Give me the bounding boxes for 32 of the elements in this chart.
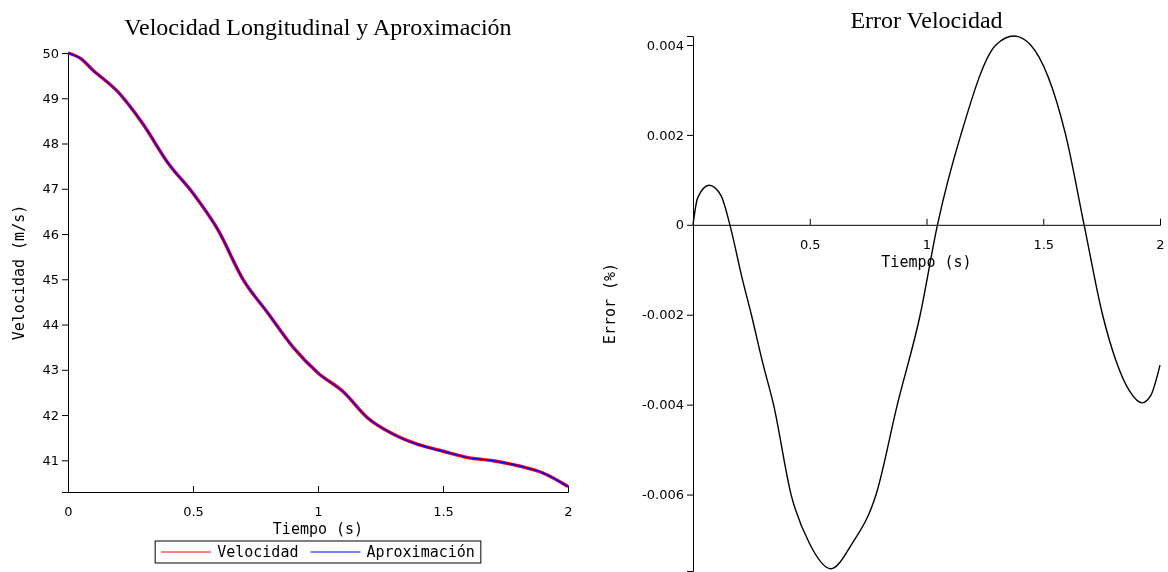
y-tick-label: 43	[42, 362, 59, 378]
y-tick-label: 45	[42, 271, 59, 287]
y-tick-label: 46	[42, 226, 59, 242]
y-tick-label: 0.002	[646, 127, 684, 143]
y-axis-title: Error (%)	[601, 262, 619, 345]
y-tick-label: 47	[42, 181, 59, 197]
chart-title: Velocidad Longitudinal y Aproximación	[124, 14, 512, 40]
y-tick-label: -0.004	[642, 397, 684, 413]
x-tick-label: 1	[922, 236, 932, 252]
y-tick-label: 50	[42, 45, 59, 61]
x-tick-label: 2	[1156, 236, 1165, 252]
y-tick-label: 42	[42, 407, 59, 423]
y-tick-label: 49	[42, 90, 59, 106]
x-tick-label: 1.5	[1033, 236, 1055, 252]
y-tick-label: 0	[675, 217, 684, 233]
legend-label: Velocidad	[217, 543, 299, 561]
legend-label: Aproximación	[366, 543, 475, 561]
y-tick-label: 0.004	[646, 37, 684, 53]
x-tick-label: 0.5	[799, 236, 821, 252]
x-tick-label: 2	[564, 503, 573, 519]
y-tick-label: 48	[42, 136, 59, 152]
x-tick-label: 1	[314, 503, 323, 519]
y-tick-label: -0.002	[642, 307, 684, 323]
x-tick-label: 1.5	[433, 503, 454, 519]
y-tick-label: -0.006	[642, 487, 684, 503]
chart-title: Error Velocidad	[850, 7, 1003, 33]
x-tick-label: 0	[64, 503, 73, 519]
y-axis-title: Velocidad (m/s)	[10, 204, 28, 341]
x-tick-label: 0.5	[183, 503, 204, 519]
x-axis-title: Tiempo (s)	[272, 520, 364, 538]
y-tick-label: 44	[42, 317, 59, 333]
y-tick-label: 41	[42, 452, 59, 468]
